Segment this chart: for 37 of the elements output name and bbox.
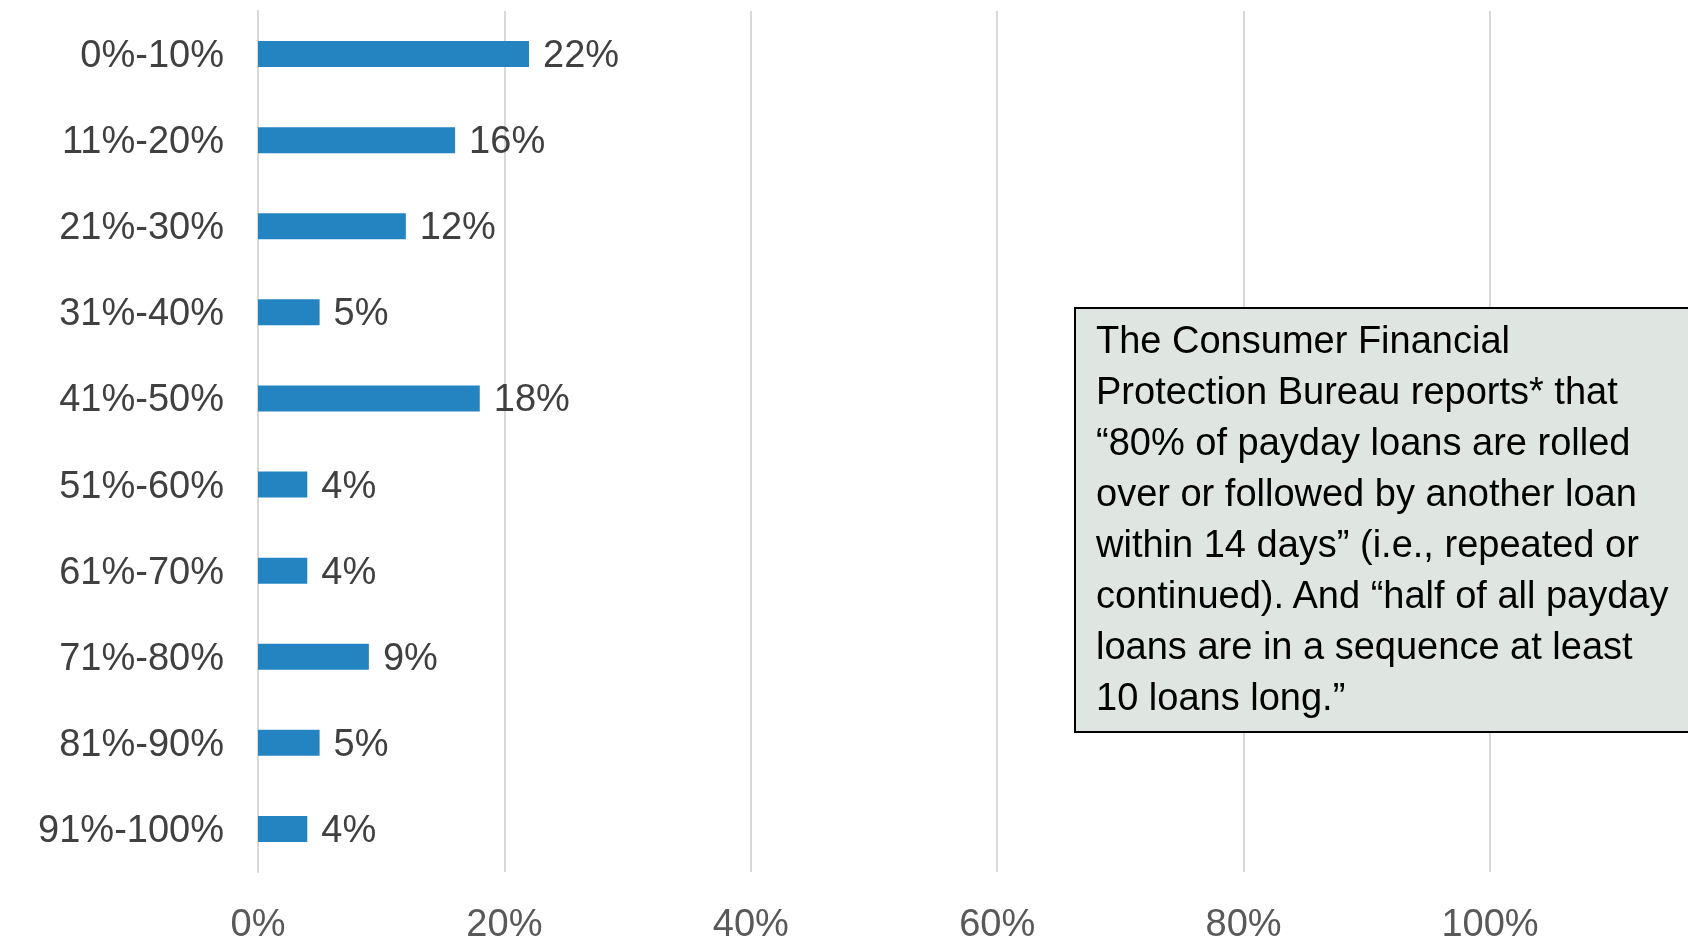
data-label: 5% xyxy=(333,721,389,764)
y-tick-label: 41%-50% xyxy=(59,377,224,420)
y-tick-label: 61%-70% xyxy=(59,549,224,592)
data-label: 22% xyxy=(543,33,620,76)
bar xyxy=(258,385,480,412)
bar xyxy=(258,729,320,756)
bar xyxy=(258,127,456,154)
y-tick-label: 51%-60% xyxy=(59,463,224,506)
x-tick-label: 60% xyxy=(959,902,1036,942)
x-tick-label: 0% xyxy=(230,902,286,942)
data-label: 5% xyxy=(333,291,389,334)
x-tick-label: 20% xyxy=(466,902,543,942)
bar xyxy=(258,557,308,584)
data-label: 4% xyxy=(321,549,377,592)
data-label: 4% xyxy=(321,463,377,506)
y-tick-label: 81%-90% xyxy=(59,721,224,764)
bar xyxy=(258,41,530,68)
x-tick-label: 80% xyxy=(1205,902,1282,942)
y-tick-label: 91%-100% xyxy=(38,807,224,850)
y-tick-label: 11%-20% xyxy=(62,119,224,162)
bar xyxy=(258,471,308,498)
bar xyxy=(258,815,308,842)
x-tick-label: 40% xyxy=(712,902,789,942)
x-tick-label: 100% xyxy=(1441,902,1539,942)
data-label: 18% xyxy=(493,377,570,420)
y-tick-label: 71%-80% xyxy=(59,635,224,678)
bar xyxy=(258,213,406,240)
y-tick-label: 31%-40% xyxy=(59,291,224,334)
data-label: 12% xyxy=(419,205,496,248)
data-label: 4% xyxy=(321,807,377,850)
y-tick-label: 0%-10% xyxy=(80,33,224,76)
y-tick-label: 21%-30% xyxy=(59,205,224,248)
bar xyxy=(258,643,369,670)
data-label: 16% xyxy=(469,119,546,162)
data-label: 9% xyxy=(382,635,438,678)
annotation: The Consumer Financial Protection Bureau reports* that “80% of payday loans are rolled over or followed by another loan within 14 days” (i.e., repeated or continued). And “half of all payday loans are in a sequence at least 10 loans long.” xyxy=(1074,307,1688,733)
bar xyxy=(258,299,320,326)
